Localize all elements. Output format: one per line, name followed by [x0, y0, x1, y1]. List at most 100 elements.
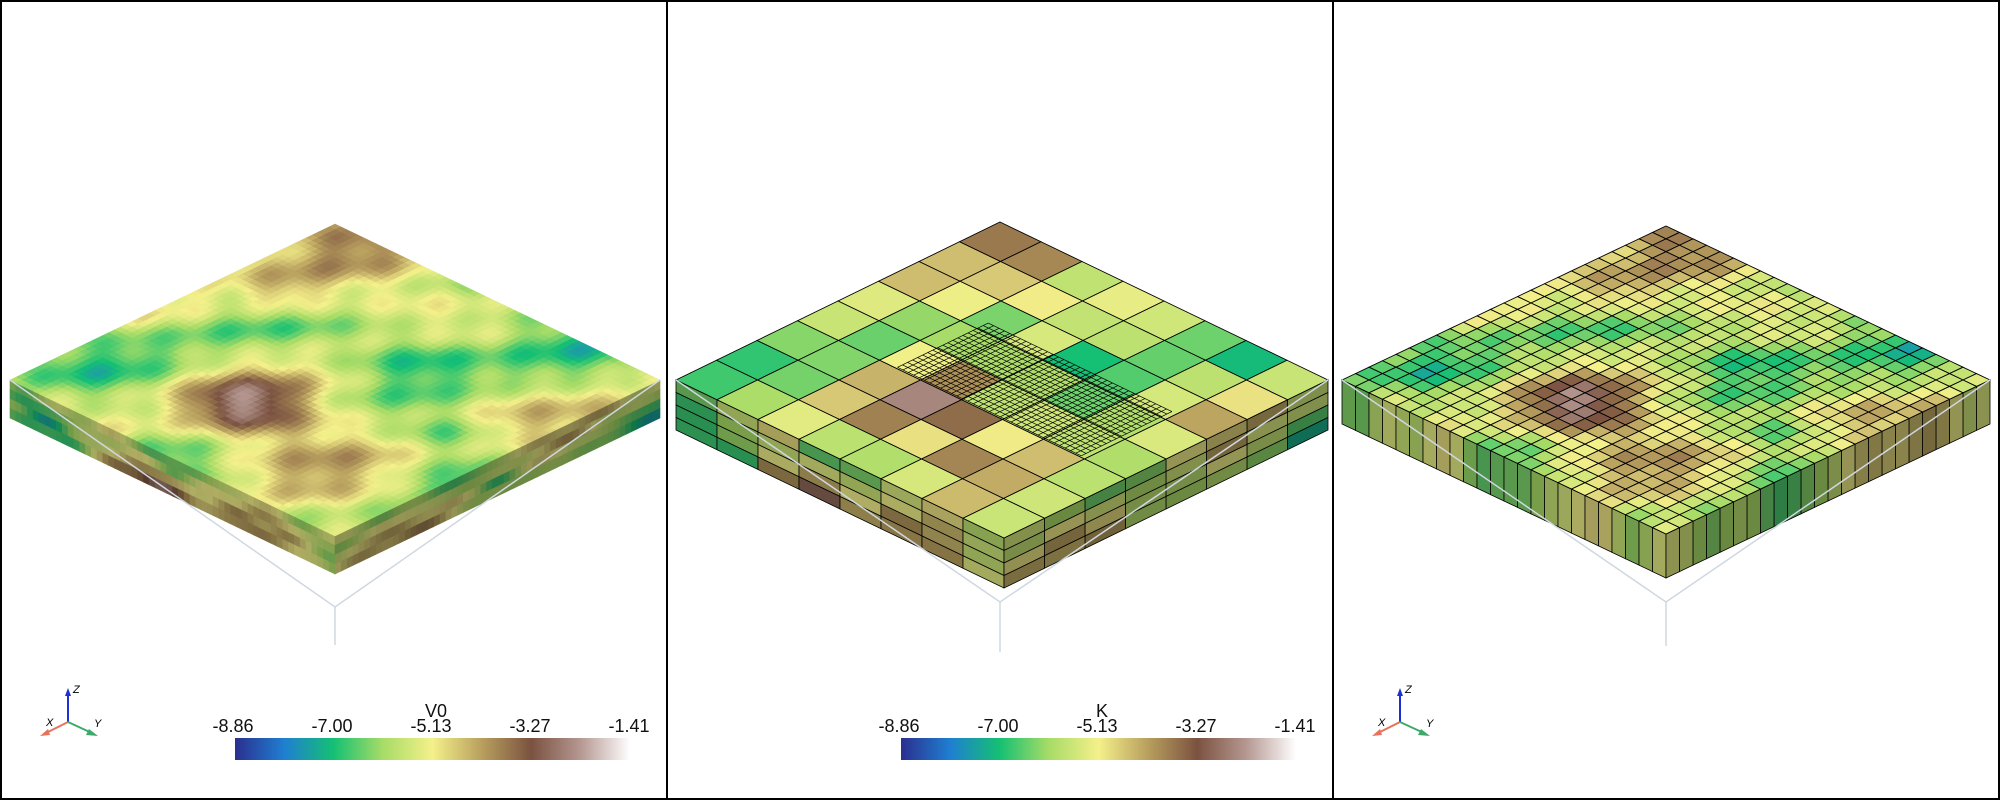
side-cell — [1800, 462, 1815, 515]
top-cell — [1651, 520, 1681, 535]
y-axis-label: Y — [94, 718, 102, 730]
side-cell — [1652, 526, 1667, 579]
side-cell — [1854, 437, 1869, 489]
colorbar-tick-label: -1.41 — [1274, 716, 1316, 736]
top-cell — [961, 497, 1046, 539]
grid-line — [952, 340, 1137, 430]
coarse-grid-view[interactable] — [1334, 2, 2000, 798]
side-cell — [1571, 488, 1586, 541]
side-cell — [1625, 514, 1640, 566]
orientation-axes-widget: Z X Y — [1368, 684, 1448, 754]
side-cell — [1463, 437, 1478, 489]
grid-line — [927, 352, 1112, 442]
side-cell — [1598, 501, 1613, 553]
side-cell — [1908, 411, 1923, 464]
top-cell — [328, 530, 342, 537]
x-axis-arrowhead — [1372, 729, 1382, 736]
grid-line — [947, 342, 1132, 432]
y-axis-arrowhead — [86, 729, 98, 736]
side-cell — [1490, 449, 1505, 502]
side-cell — [1584, 494, 1599, 547]
octree-mesh-view[interactable] — [668, 2, 1334, 798]
z-axis-arrowhead — [65, 688, 71, 696]
z-axis-label: Z — [72, 684, 81, 696]
grid-line — [937, 347, 1122, 437]
colorbar — [235, 738, 630, 760]
render-panel-left[interactable]: V0 -8.86 -7.00 -5.13 -3.27 -1.41 Z X Y — [0, 0, 668, 800]
colorbar-tick-label: -8.86 — [212, 716, 254, 736]
side-cell — [1503, 456, 1518, 509]
side-cell — [1395, 405, 1410, 457]
side-cell — [1476, 443, 1491, 496]
side-cell — [1611, 507, 1626, 560]
grid-line — [1081, 411, 1173, 457]
colorbar-tick-label: -3.27 — [1175, 716, 1217, 736]
grid-line — [912, 359, 1097, 449]
side-cell — [1003, 555, 1045, 589]
colorbar-tick-label: -1.41 — [608, 716, 650, 736]
colorbar-tick-label: -5.13 — [410, 716, 452, 736]
side-cell — [1544, 475, 1559, 528]
grid-line — [932, 349, 1117, 439]
side-cell — [1922, 405, 1937, 457]
v0-volume — [9, 223, 661, 645]
grid-line — [897, 367, 1082, 457]
grid-line — [917, 357, 1102, 447]
side-cell — [1665, 526, 1680, 579]
grid-line — [978, 327, 1162, 417]
grid-line — [902, 364, 1087, 454]
grid-line — [967, 332, 1152, 422]
side-cell — [1814, 456, 1829, 509]
side-cell — [1530, 469, 1545, 521]
side-cell — [1935, 398, 1950, 451]
z-axis-arrowhead — [1397, 688, 1403, 696]
grid-line — [972, 330, 1157, 420]
x-axis-arrowhead — [40, 729, 50, 736]
k-octree-volume — [674, 221, 1330, 652]
colorbar — [901, 738, 1296, 760]
coarse-grid-volume — [1340, 225, 1992, 646]
side-cell — [1706, 507, 1721, 560]
side-cell — [1557, 482, 1572, 534]
orientation-axes-widget: Z X Y — [36, 684, 116, 754]
grid-line — [983, 325, 1168, 415]
side-cell — [1638, 520, 1653, 573]
colorbar-tick-label: -7.00 — [311, 716, 353, 736]
grid-line — [907, 362, 1092, 452]
side-cell — [1733, 494, 1748, 547]
block-model-view[interactable] — [2, 2, 668, 798]
side-cell — [1409, 411, 1424, 464]
side-cell — [1692, 514, 1707, 566]
colorbar-title: K — [1095, 701, 1109, 721]
refined-zone-grid — [897, 322, 1173, 457]
colorbar-tick-label: -5.13 — [1076, 716, 1118, 736]
side-cell — [1382, 398, 1397, 451]
grid-line — [988, 322, 1173, 412]
x-axis-label: X — [45, 717, 54, 729]
side-cell — [1679, 520, 1694, 573]
side-cell — [1787, 469, 1802, 521]
render-panel-middle[interactable]: K -8.86 -7.00 -5.13 -3.27 -1.41 — [666, 0, 1334, 800]
side-cell — [1827, 449, 1842, 502]
side-cell — [1760, 482, 1775, 534]
side-cell — [1449, 430, 1464, 483]
y-axis-arrowhead — [1418, 729, 1430, 736]
side-cell — [1868, 430, 1883, 483]
render-panel-right[interactable]: Z X Y — [1332, 0, 2000, 800]
side-cell — [1746, 488, 1761, 541]
side-cell — [1517, 462, 1532, 515]
side-cell — [334, 561, 342, 575]
colorbar-tick-label: -7.00 — [977, 716, 1019, 736]
grid-line — [962, 335, 1147, 425]
x-axis-label: X — [1377, 717, 1386, 729]
grid-line — [957, 337, 1142, 427]
grid-line — [942, 344, 1127, 435]
colorbar-tick-label: -3.27 — [509, 716, 551, 736]
grid-line — [922, 354, 1107, 444]
side-cell — [1719, 501, 1734, 553]
colorbar-title: V0 — [424, 701, 448, 721]
y-axis-label: Y — [1426, 718, 1434, 730]
side-cell — [1841, 443, 1856, 496]
side-cell — [1773, 475, 1788, 528]
colorbar-tick-label: -8.86 — [878, 716, 920, 736]
